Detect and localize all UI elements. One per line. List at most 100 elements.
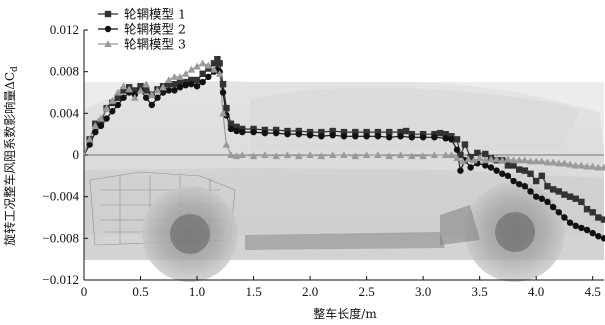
series-1-point bbox=[532, 177, 540, 185]
series-1-point bbox=[374, 128, 382, 136]
series-2-point bbox=[572, 222, 579, 230]
series-1-point bbox=[329, 127, 336, 135]
series-3-point bbox=[153, 86, 162, 94]
series-1-point bbox=[114, 94, 122, 101]
series-1-point bbox=[165, 80, 172, 88]
series-3-point bbox=[504, 155, 512, 163]
series-3-point bbox=[566, 160, 574, 168]
rear-wheel-hub bbox=[495, 212, 535, 252]
series-2-point bbox=[583, 226, 591, 234]
x-tick-label: 3.5 bbox=[472, 284, 488, 299]
series-3-point bbox=[261, 151, 269, 159]
series-3-point bbox=[159, 83, 167, 91]
series-2-point bbox=[219, 89, 227, 96]
series-2-point bbox=[374, 133, 382, 140]
series-3-point bbox=[577, 161, 586, 169]
series-3-point bbox=[464, 155, 473, 163]
y-tick-label: 0.012 bbox=[50, 22, 79, 37]
series-2-point bbox=[442, 135, 449, 142]
x-tick-label: 3.0 bbox=[415, 284, 431, 299]
series-2-point bbox=[578, 224, 585, 232]
series-3-point bbox=[215, 69, 224, 77]
series-2-point bbox=[566, 219, 574, 226]
series-3-point bbox=[385, 152, 394, 160]
series-1-point bbox=[227, 120, 235, 127]
series-1-point bbox=[555, 188, 562, 195]
x-tick-label: 0.5 bbox=[132, 284, 148, 299]
series-3-point bbox=[164, 76, 173, 84]
series-3-point bbox=[526, 157, 535, 165]
series-3-point bbox=[481, 156, 490, 164]
series-3-point bbox=[549, 158, 557, 166]
series-2-point bbox=[250, 128, 257, 136]
series-1-point bbox=[402, 127, 410, 135]
y-axis-title: 旋转工况整车风阻系数影响量ΔCd bbox=[2, 66, 20, 246]
series-1-point bbox=[572, 195, 579, 202]
series-3-point bbox=[362, 151, 371, 159]
series-3-point bbox=[532, 157, 540, 165]
series-1-point bbox=[223, 104, 230, 112]
series-1-point bbox=[453, 136, 461, 143]
series-3-point bbox=[498, 156, 507, 164]
series-2-point bbox=[148, 101, 156, 109]
series-1-point bbox=[340, 128, 348, 136]
series-2-point bbox=[97, 122, 105, 130]
series-3-point bbox=[108, 97, 117, 104]
series-2-point bbox=[386, 134, 393, 141]
series-3-point bbox=[219, 109, 227, 117]
front-wheel-hub bbox=[170, 214, 210, 254]
series-2-point bbox=[589, 229, 596, 237]
series-1-point bbox=[583, 205, 591, 213]
series-1-point bbox=[544, 183, 551, 190]
series-2-point bbox=[154, 94, 161, 101]
series-3-point bbox=[328, 151, 337, 159]
series-3-point bbox=[509, 156, 518, 164]
series-1-point bbox=[120, 87, 127, 94]
series-3-point bbox=[374, 151, 382, 159]
series-3-point bbox=[227, 151, 235, 159]
series-2-point bbox=[171, 87, 178, 94]
series-2-point bbox=[318, 133, 325, 140]
series-1-point bbox=[386, 128, 393, 136]
series-2-point bbox=[600, 235, 605, 242]
car-underbody bbox=[245, 232, 445, 250]
series-2-point bbox=[188, 80, 195, 88]
series-1-point bbox=[521, 167, 529, 174]
series-3-point bbox=[458, 157, 467, 165]
series-2-point bbox=[504, 172, 512, 180]
series-2-point bbox=[261, 129, 269, 137]
series-3-point bbox=[447, 151, 456, 159]
series-3-point bbox=[125, 85, 134, 93]
series-3-point bbox=[131, 93, 139, 101]
series-2-point bbox=[239, 128, 246, 136]
series-3-point bbox=[453, 154, 461, 162]
series-2-point bbox=[521, 183, 529, 190]
series-2-point bbox=[397, 133, 404, 140]
series-3-point bbox=[204, 61, 213, 69]
series-2-point bbox=[527, 188, 534, 195]
series-1-point bbox=[188, 76, 195, 84]
y-tick-label: −0.012 bbox=[42, 272, 79, 287]
series-1-point bbox=[600, 216, 605, 223]
series-2-point bbox=[499, 170, 506, 177]
series-1-point bbox=[436, 129, 444, 137]
series-1-point bbox=[482, 150, 489, 158]
series-2-point bbox=[453, 146, 461, 153]
series-3-point bbox=[543, 158, 552, 166]
y-tick-label: −0.004 bbox=[42, 189, 79, 204]
series-3-point bbox=[583, 162, 591, 170]
series-2-point bbox=[120, 94, 127, 101]
series-2-point bbox=[431, 134, 438, 141]
series-1-point bbox=[142, 87, 150, 94]
series-2-point bbox=[493, 167, 500, 174]
x-tick-label: 4.5 bbox=[585, 284, 601, 299]
series-2-point bbox=[510, 177, 517, 185]
series-1-point bbox=[549, 186, 557, 193]
legend-marker-2 bbox=[104, 25, 112, 33]
series-2-point bbox=[295, 130, 302, 138]
series-3-point bbox=[294, 152, 303, 160]
x-tick-label: 1.0 bbox=[189, 284, 205, 299]
y-tick-label: 0.004 bbox=[50, 105, 80, 120]
series-3-point bbox=[600, 163, 605, 171]
x-tick-label: 2.5 bbox=[358, 284, 374, 299]
